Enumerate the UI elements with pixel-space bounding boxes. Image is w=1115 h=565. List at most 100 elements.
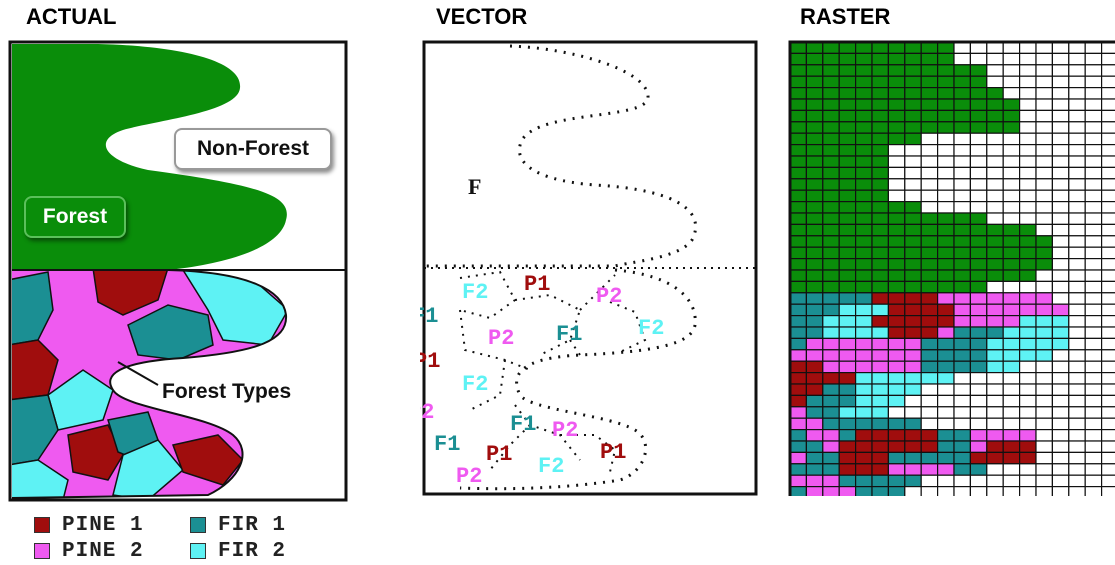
- raster-cell: [789, 86, 807, 100]
- raster-cell: [805, 269, 824, 282]
- raster-cell: [887, 246, 906, 260]
- raster-cell: [789, 280, 807, 294]
- raster-cell: [1101, 75, 1115, 89]
- raster-cell: [904, 41, 922, 54]
- raster-cell: [1002, 486, 1021, 496]
- raster-cell: [822, 258, 840, 271]
- raster-cell: [838, 155, 857, 168]
- raster-cell: [838, 451, 857, 465]
- raster-cell: [986, 349, 1004, 362]
- raster-cell: [1084, 406, 1103, 419]
- raster-cell: [822, 372, 840, 385]
- raster-cell: [920, 258, 939, 271]
- raster-cell: [953, 86, 971, 100]
- raster-cell: [822, 52, 840, 66]
- raster-cell: [1051, 258, 1070, 271]
- raster-cell: [953, 360, 971, 374]
- raster-cell: [1101, 280, 1115, 294]
- raster-cell: [1068, 75, 1086, 89]
- raster-cell: [1002, 429, 1021, 442]
- raster-cell: [1101, 41, 1115, 54]
- raster-cell: [789, 463, 807, 476]
- raster-cell: [838, 258, 857, 271]
- legend-pine2: PINE 2: [34, 540, 144, 563]
- raster-cell: [986, 429, 1004, 442]
- raster-cell: [1101, 143, 1115, 157]
- raster-cell: [986, 201, 1004, 214]
- raster-cell: [937, 258, 955, 271]
- raster-cell: [904, 166, 922, 180]
- raster-cell: [871, 109, 889, 123]
- raster-cell: [937, 349, 955, 362]
- raster-cell: [1051, 326, 1070, 339]
- raster-cell: [1101, 121, 1115, 134]
- raster-cell: [887, 189, 906, 203]
- raster-cell: [953, 269, 971, 282]
- raster-cell: [1002, 303, 1021, 317]
- raster-cell: [904, 143, 922, 157]
- raster-cell: [937, 121, 955, 134]
- raster-cell: [805, 178, 824, 191]
- raster-cell: [887, 258, 906, 271]
- raster-cell: [805, 440, 824, 453]
- raster-cell: [1002, 223, 1021, 237]
- raster-cell: [937, 155, 955, 168]
- raster-cell: [838, 280, 857, 294]
- raster-cell: [822, 417, 840, 431]
- raster-cell: [789, 429, 807, 442]
- legend-pine1: PINE 1: [34, 514, 144, 537]
- raster-cell: [937, 474, 955, 488]
- poly-label: P2: [420, 400, 434, 425]
- raster-cell: [1035, 349, 1053, 362]
- raster-cell: [969, 406, 988, 419]
- poly-label: P2: [456, 464, 482, 489]
- raster-cell: [904, 246, 922, 260]
- raster-cell: [1002, 155, 1021, 168]
- raster-cell: [969, 52, 988, 66]
- raster-cell: [887, 52, 906, 66]
- raster-cell: [854, 41, 873, 54]
- raster-cell: [1035, 486, 1053, 496]
- legend: PINE 1 FIR 1 PINE 2 FIR 2: [34, 514, 334, 564]
- raster-cell: [1068, 269, 1086, 282]
- raster-cell: [1035, 246, 1053, 260]
- raster-cell: [1101, 486, 1115, 496]
- raster-cell: [1002, 258, 1021, 271]
- legend-fir1: FIR 1: [190, 514, 286, 537]
- raster-cell: [937, 132, 955, 146]
- raster-cell: [1035, 280, 1053, 294]
- raster-cell: [1084, 166, 1103, 180]
- raster-cell: [1068, 189, 1086, 203]
- raster-cell: [953, 52, 971, 66]
- raster-cell: [1035, 41, 1053, 54]
- legend-fir2: FIR 2: [190, 540, 286, 563]
- raster-cell: [1101, 223, 1115, 237]
- raster-cell: [887, 372, 906, 385]
- raster-cell: [986, 258, 1004, 271]
- raster-cell: [805, 98, 824, 111]
- raster-cell: [871, 372, 889, 385]
- raster-cell: [1051, 235, 1070, 248]
- raster-cell: [920, 64, 939, 77]
- raster-cell: [805, 201, 824, 214]
- raster-cell: [1035, 292, 1053, 305]
- raster-cell: [838, 98, 857, 111]
- forest-types-label: Forest Types: [162, 380, 292, 403]
- raster-cell: [854, 486, 873, 496]
- raster-cell: [920, 223, 939, 237]
- raster-cell: [822, 292, 840, 305]
- raster-cell: [953, 258, 971, 271]
- raster-cell: [871, 64, 889, 77]
- raster-cell: [1002, 189, 1021, 203]
- raster-cell: [953, 394, 971, 408]
- raster-cell: [1101, 372, 1115, 385]
- raster-cell: [854, 246, 873, 260]
- raster-cell: [822, 86, 840, 100]
- raster-cell: [854, 303, 873, 317]
- raster-cell: [854, 52, 873, 66]
- raster-cell: [854, 280, 873, 294]
- raster-cell: [904, 417, 922, 431]
- raster-cell: [887, 292, 906, 305]
- raster-cell: [937, 86, 955, 100]
- raster-cell: [1051, 178, 1070, 191]
